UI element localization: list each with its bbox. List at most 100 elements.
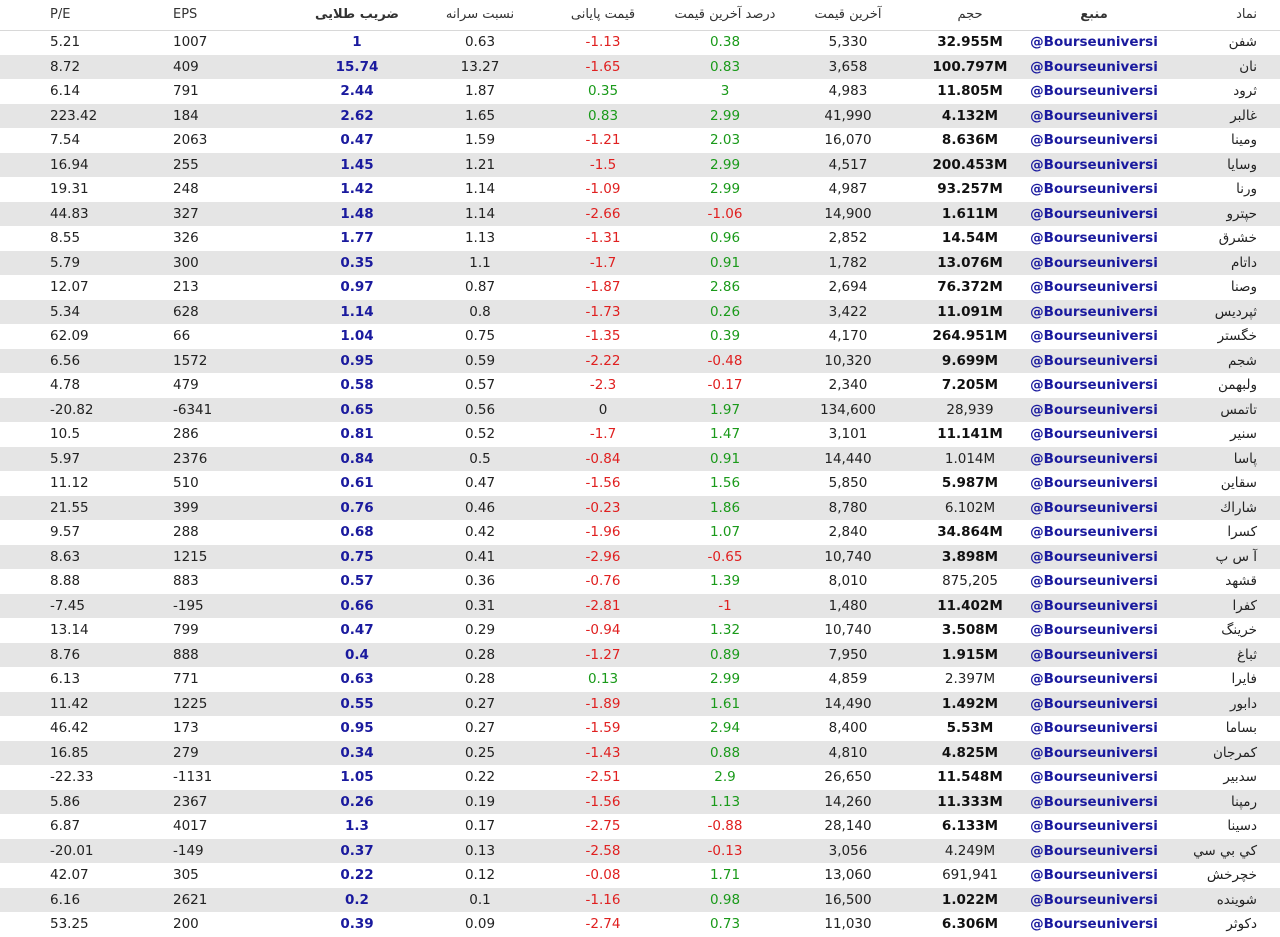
per-capita-ratio-cell: 0.41 (464, 548, 496, 565)
golden-ratio-cell: 1.3 (345, 818, 369, 834)
final-price-cell: -2.58 (585, 842, 621, 859)
golden-ratio-cell: 0.63 (340, 671, 374, 687)
last-price-pct-cell: 0.73 (709, 916, 741, 932)
last-price-pct-cell: -1.06 (707, 205, 743, 222)
volume-cell: 8.636M (941, 132, 999, 148)
pe-cell: 223.42 (50, 107, 98, 124)
volume-cell: 6.133M (941, 818, 999, 834)
source-cell: @Bourseuniversi (1030, 279, 1158, 295)
symbol-cell: سنیر (1230, 426, 1257, 442)
source-cell: @Bourseuniversi (1030, 401, 1158, 418)
table-row: 46.42 173 0.95 0.27 -1.59 2.94 8,400 5.53M @Bour… (0, 716, 1280, 741)
eps-cell: 771 (173, 671, 199, 687)
table-row: 6.13 771 0.63 0.28 0.13 2.99 4,859 2.397M @Bours… (0, 667, 1280, 692)
source-cell: @Bourseuniversi (1030, 58, 1158, 75)
last-price-pct-cell: 1.97 (709, 401, 741, 418)
pe-cell: -22.33 (50, 769, 94, 785)
source-cell: @Bourseuniversi (1030, 230, 1158, 246)
last-price-pct-cell: 2.9 (714, 769, 736, 785)
volume-cell: 11.805M (937, 83, 1003, 99)
volume-cell: 2.397M (944, 671, 996, 687)
eps-cell: 327 (173, 205, 199, 222)
volume-cell: 5.53M (946, 720, 994, 736)
volume-cell: 1.022M (941, 891, 999, 908)
header-cell: درصد آخرین قیمت (674, 7, 776, 22)
pe-cell: 53.25 (50, 916, 89, 932)
volume-cell: 14.54M (941, 230, 999, 246)
last-price-cell: 3,056 (828, 842, 868, 859)
golden-ratio-cell: 0.65 (340, 401, 374, 418)
last-price-pct-cell: -0.13 (707, 842, 743, 859)
per-capita-ratio-cell: 1.1 (469, 254, 491, 271)
pe-cell: 11.42 (50, 695, 89, 712)
pe-cell: 5.86 (50, 793, 81, 810)
last-price-cell: 14,440 (824, 450, 872, 467)
last-price-pct-cell: 1.86 (709, 499, 741, 516)
golden-ratio-cell: 0.37 (340, 842, 374, 859)
source-cell: @Bourseuniversi (1030, 303, 1158, 320)
last-price-cell: 4,859 (828, 671, 868, 687)
last-price-cell: 5,850 (828, 475, 868, 491)
per-capita-ratio-cell: 0.29 (464, 622, 496, 638)
final-price-cell: -0.76 (585, 573, 621, 589)
pe-cell: 5.34 (50, 303, 81, 320)
source-cell: @Bourseuniversi (1030, 475, 1158, 491)
symbol-cell: رمپنا (1230, 793, 1257, 810)
final-price-cell: -0.23 (585, 499, 621, 516)
final-price-cell: -1.7 (589, 254, 617, 271)
symbol-cell: کسرا (1227, 524, 1257, 540)
volume-cell: 32.955M (937, 34, 1003, 50)
header-row: P/E EPS ضریب طلایی نسبت سرانه قیمت پایانی درص… (0, 0, 1280, 31)
volume-cell: 1.915M (941, 646, 999, 663)
pe-cell: 7.54 (50, 132, 81, 148)
final-price-cell: 0 (598, 401, 608, 418)
last-price-pct-cell: 0.26 (709, 303, 741, 320)
per-capita-ratio-cell: 0.42 (464, 524, 496, 540)
header-cell: قیمت پایانی (570, 7, 636, 22)
golden-ratio-cell: 1.45 (340, 156, 374, 173)
golden-ratio-cell: 0.95 (340, 720, 374, 736)
table-row: 5.86 2367 0.26 0.19 -1.56 1.13 14,260 11.333M @B… (0, 789, 1280, 814)
source-cell: @Bourseuniversi (1030, 254, 1158, 271)
last-price-pct-cell: 0.98 (709, 891, 741, 908)
per-capita-ratio-cell: 0.31 (464, 597, 496, 614)
golden-ratio-cell: 0.58 (340, 377, 374, 393)
pe-cell: 44.83 (50, 205, 89, 222)
final-price-cell: -1.65 (585, 58, 621, 75)
last-price-cell: 4,170 (828, 328, 868, 344)
symbol-cell: خچرخش (1206, 867, 1257, 883)
source-cell: @Bourseuniversi (1030, 646, 1158, 663)
symbol-cell: خگستر (1217, 328, 1257, 344)
symbol-cell: دسینا (1227, 818, 1257, 834)
eps-cell: -195 (173, 597, 204, 614)
symbol-cell: سقاین (1220, 475, 1257, 491)
table-row: -22.33 -1131 1.05 0.22 -2.51 2.9 26,650 11.548M… (0, 765, 1280, 790)
golden-ratio-cell: 0.22 (340, 867, 374, 883)
table-row: 8.55 326 1.77 1.13 -1.31 0.96 2,852 14.54M @Bour… (0, 226, 1280, 251)
last-price-cell: 3,101 (828, 426, 868, 442)
eps-cell: -1131 (173, 769, 213, 785)
source-cell: @Bourseuniversi (1030, 328, 1158, 344)
eps-cell: 279 (173, 744, 199, 761)
volume-cell: 13.076M (937, 254, 1003, 271)
per-capita-ratio-cell: 13.27 (460, 58, 500, 75)
pe-cell: 6.16 (50, 891, 81, 908)
symbol-cell: کفرا (1232, 597, 1257, 614)
pe-cell: 6.14 (50, 83, 81, 99)
eps-cell: 2621 (173, 891, 208, 908)
symbol-cell: غالبر (1230, 107, 1257, 124)
per-capita-ratio-cell: 0.57 (464, 377, 496, 393)
source-cell: @Bourseuniversi (1030, 450, 1158, 467)
golden-ratio-cell: 0.76 (340, 499, 374, 516)
eps-cell: 2367 (173, 793, 208, 810)
header-cell: آخرین قیمت (814, 7, 882, 22)
final-price-cell: -2.96 (585, 548, 621, 565)
table-row: 21.55 399 0.76 0.46 -0.23 1.86 8,780 6.102M @Bou… (0, 495, 1280, 520)
final-price-cell: -1.89 (585, 695, 621, 712)
symbol-cell: نان (1239, 58, 1257, 75)
final-price-cell: -1.56 (585, 793, 621, 810)
final-price-cell: -0.84 (585, 450, 621, 467)
golden-ratio-cell: 0.47 (340, 132, 374, 148)
